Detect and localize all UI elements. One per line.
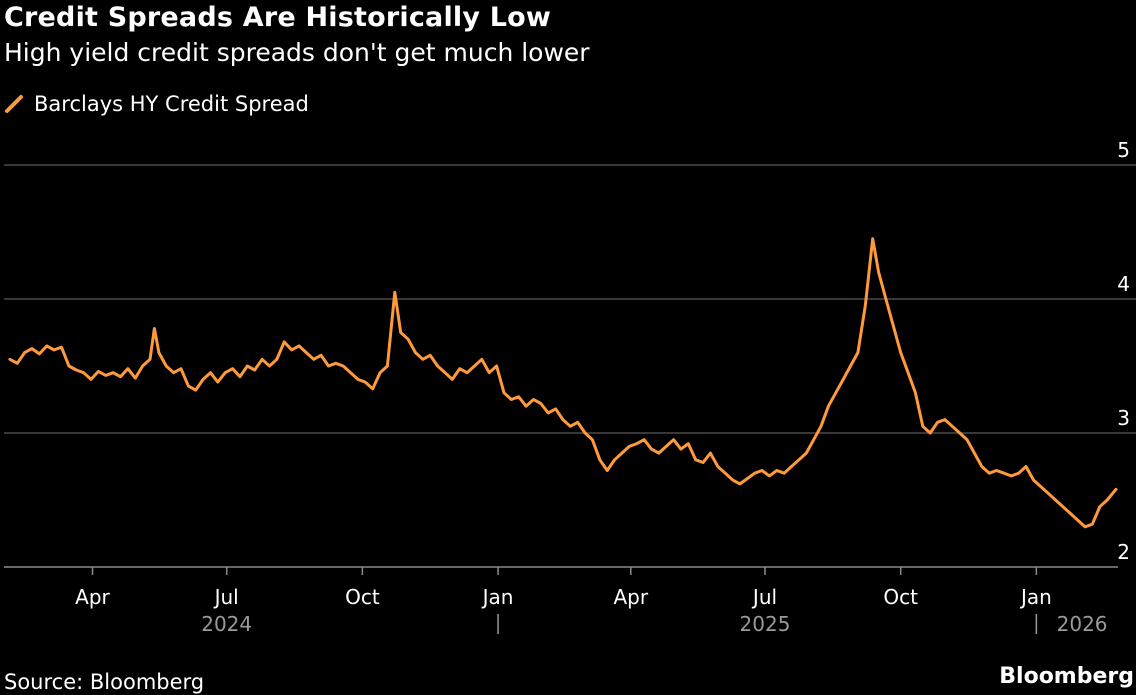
x-tick-label-2: Oct <box>345 585 380 609</box>
series-line-0 <box>8 237 1118 529</box>
bloomberg-logo: Bloomberg <box>999 664 1134 689</box>
source-note: Source: Bloomberg <box>4 670 205 694</box>
x-tick-label-5: Jul <box>751 585 777 609</box>
legend-label: Barclays HY Credit Spread <box>34 92 309 116</box>
chart-subtitle: High yield credit spreads don't get much… <box>4 38 590 67</box>
y-tick-label-2: 2 <box>1117 540 1130 564</box>
legend: Barclays HY Credit Spread <box>4 90 309 118</box>
x-tick-label-7: Jan <box>1019 585 1052 609</box>
year-label-2026: 2026 <box>1057 612 1108 636</box>
x-tick-label-1: Jul <box>213 585 239 609</box>
legend-swatch <box>4 94 24 114</box>
x-tick-label-6: Oct <box>883 585 918 609</box>
y-tick-label-4: 4 <box>1117 272 1130 296</box>
year-label-2025: 2025 <box>740 612 791 636</box>
year-label-2024: 2024 <box>201 612 252 636</box>
x-tick-label-0: Apr <box>75 585 110 609</box>
x-tick-label-3: Jan <box>481 585 514 609</box>
chart-title: Credit Spreads Are Historically Low <box>4 2 552 33</box>
x-tick-label-4: Apr <box>613 585 648 609</box>
y-tick-label-3: 3 <box>1117 406 1130 430</box>
y-tick-label-5: 5 <box>1117 138 1130 162</box>
